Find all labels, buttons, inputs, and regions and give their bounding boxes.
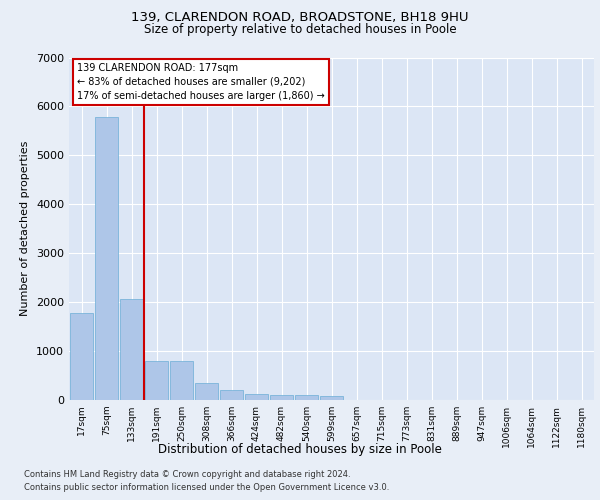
Text: Contains public sector information licensed under the Open Government Licence v3: Contains public sector information licen… [24, 482, 389, 492]
Bar [145, 361, 169, 400]
Text: Contains HM Land Registry data © Crown copyright and database right 2024.: Contains HM Land Registry data © Crown c… [24, 470, 350, 479]
Bar [170, 362, 193, 400]
Bar [119, 299, 143, 400]
Bar [95, 117, 118, 400]
Bar [269, 394, 293, 400]
Y-axis label: Number of detached properties: Number of detached properties [20, 141, 31, 316]
Bar [295, 395, 319, 400]
Bar [320, 396, 343, 400]
Text: Size of property relative to detached houses in Poole: Size of property relative to detached ho… [143, 22, 457, 36]
Bar [194, 384, 218, 400]
Text: Distribution of detached houses by size in Poole: Distribution of detached houses by size … [158, 442, 442, 456]
Bar [70, 313, 94, 400]
Text: 139, CLARENDON ROAD, BROADSTONE, BH18 9HU: 139, CLARENDON ROAD, BROADSTONE, BH18 9H… [131, 11, 469, 24]
Bar [220, 390, 244, 400]
Bar [245, 394, 268, 400]
Text: 139 CLARENDON ROAD: 177sqm
← 83% of detached houses are smaller (9,202)
17% of s: 139 CLARENDON ROAD: 177sqm ← 83% of deta… [77, 62, 325, 100]
